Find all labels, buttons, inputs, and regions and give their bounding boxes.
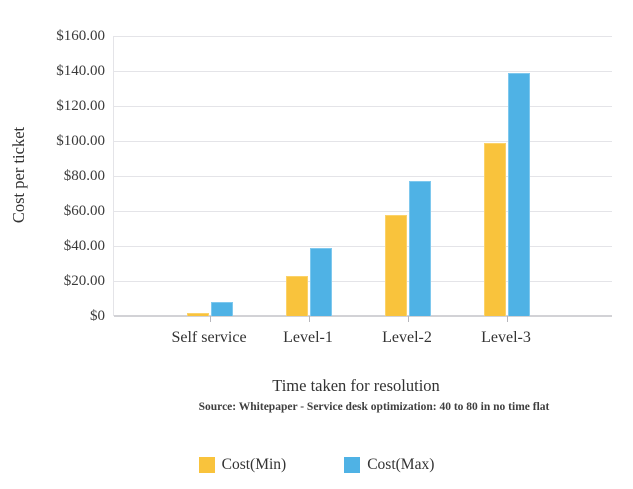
y-tick-label: $120.00 <box>56 98 105 114</box>
y-tick-label: $20.00 <box>63 273 105 289</box>
gridline <box>114 71 612 72</box>
legend-label: Cost(Max) <box>367 456 435 473</box>
bar-cost-max-level-1 <box>310 247 332 316</box>
gridline <box>114 211 612 212</box>
x-axis-tick <box>408 316 409 322</box>
bar-cost-min-level-1 <box>286 275 308 316</box>
gridline <box>114 141 612 142</box>
x-axis-title: Time taken for resolution <box>272 376 440 395</box>
gridline <box>114 281 612 282</box>
y-tick-label: $160.00 <box>56 28 105 44</box>
x-category-label-level-2: Level-2 <box>382 329 432 346</box>
x-axis-tick <box>210 316 211 322</box>
legend-item-cost-max: Cost(Max) <box>344 456 434 474</box>
x-axis-line <box>114 315 612 317</box>
bar-cost-min-self-service <box>187 312 209 316</box>
x-axis-tick <box>309 316 310 322</box>
bar-cost-min-level-3 <box>484 142 506 316</box>
legend-swatch-icon <box>198 457 215 473</box>
legend: Cost(Min) Cost(Max) <box>0 456 633 474</box>
y-tick-label: $80.00 <box>63 168 105 184</box>
source-note: Source: Whitepaper - Service desk optimi… <box>198 401 550 413</box>
gridline <box>114 36 612 37</box>
gridline <box>114 106 612 107</box>
bar-cost-max-level-3 <box>508 72 530 316</box>
legend-item-cost-min: Cost(Min) <box>198 456 287 474</box>
x-category-label-level-1: Level-1 <box>283 329 333 346</box>
y-tick-label: $140.00 <box>56 63 105 79</box>
gridline <box>114 246 612 247</box>
bar-cost-min-level-2 <box>385 214 407 316</box>
x-category-label-level-3: Level-3 <box>481 329 531 346</box>
x-axis-tick <box>507 316 508 322</box>
x-category-label-self-service: Self service <box>171 329 247 346</box>
plot-area <box>113 36 612 322</box>
bar-cost-max-level-2 <box>409 181 431 316</box>
legend-label: Cost(Min) <box>221 456 287 473</box>
y-tick-label: $0 <box>90 308 105 324</box>
y-tick-label: $100.00 <box>56 133 105 149</box>
bar-cost-max-self-service <box>211 302 233 316</box>
legend-swatch-icon <box>344 457 361 473</box>
gridline <box>114 176 612 177</box>
y-tick-label: $40.00 <box>63 238 105 254</box>
y-tick-label: $60.00 <box>63 203 105 219</box>
